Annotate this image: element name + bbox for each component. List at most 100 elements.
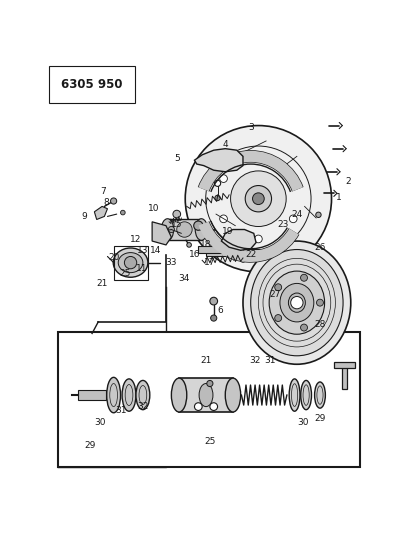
Text: 13: 13 <box>137 246 149 255</box>
Circle shape <box>215 195 220 200</box>
Ellipse shape <box>177 222 192 237</box>
Circle shape <box>111 198 117 204</box>
Circle shape <box>173 210 181 218</box>
Circle shape <box>289 175 297 182</box>
Circle shape <box>220 215 227 223</box>
Bar <box>113 246 148 280</box>
Text: 6: 6 <box>217 306 223 315</box>
Circle shape <box>207 381 213 386</box>
Text: 11: 11 <box>135 263 147 272</box>
Text: 21: 21 <box>200 356 212 365</box>
Circle shape <box>124 256 137 269</box>
Text: 32: 32 <box>137 402 149 411</box>
Text: 28: 28 <box>314 320 326 329</box>
Polygon shape <box>195 149 243 172</box>
Text: 10: 10 <box>148 204 160 213</box>
Text: 34: 34 <box>179 273 190 282</box>
Circle shape <box>275 284 282 290</box>
Text: 25: 25 <box>204 437 215 446</box>
Text: 22: 22 <box>245 251 256 260</box>
Text: 31: 31 <box>264 356 276 365</box>
Ellipse shape <box>136 381 150 410</box>
Polygon shape <box>152 222 171 245</box>
Text: 8: 8 <box>103 198 109 207</box>
Text: 29: 29 <box>85 441 96 450</box>
Text: 21: 21 <box>96 279 108 288</box>
Text: 26: 26 <box>314 243 326 252</box>
Text: 7: 7 <box>100 187 106 196</box>
Circle shape <box>316 212 321 217</box>
Circle shape <box>194 221 203 230</box>
Ellipse shape <box>171 378 187 412</box>
Text: 3: 3 <box>248 123 253 132</box>
Bar <box>334 362 355 368</box>
Polygon shape <box>222 230 256 251</box>
Ellipse shape <box>161 219 174 240</box>
Ellipse shape <box>195 219 208 240</box>
Circle shape <box>301 274 308 281</box>
Text: 30: 30 <box>297 417 309 426</box>
Ellipse shape <box>118 253 143 273</box>
Text: 18: 18 <box>200 240 212 249</box>
Ellipse shape <box>113 248 148 277</box>
Text: 6305 950: 6305 950 <box>61 78 123 91</box>
Text: 33: 33 <box>166 258 177 267</box>
Text: 12: 12 <box>129 235 141 244</box>
Circle shape <box>187 243 191 247</box>
Circle shape <box>168 227 175 232</box>
Circle shape <box>255 235 262 243</box>
Text: 25: 25 <box>120 269 131 278</box>
Text: 20: 20 <box>108 254 119 262</box>
Circle shape <box>210 403 217 410</box>
Text: 15: 15 <box>171 220 182 229</box>
Circle shape <box>215 180 221 187</box>
Ellipse shape <box>288 293 305 312</box>
Text: 17: 17 <box>204 258 215 267</box>
Circle shape <box>120 210 125 215</box>
Circle shape <box>231 171 286 227</box>
Ellipse shape <box>269 271 325 334</box>
Circle shape <box>210 297 217 305</box>
Text: 9: 9 <box>82 212 87 221</box>
Circle shape <box>289 215 297 223</box>
Circle shape <box>185 126 332 272</box>
Text: 19: 19 <box>222 227 233 236</box>
Text: 27: 27 <box>270 290 281 300</box>
Ellipse shape <box>225 378 241 412</box>
Circle shape <box>195 403 202 410</box>
Text: 4: 4 <box>222 140 228 149</box>
Text: 31: 31 <box>115 406 127 415</box>
Text: 5: 5 <box>174 154 180 163</box>
Circle shape <box>220 175 227 182</box>
Circle shape <box>275 314 282 321</box>
Circle shape <box>272 256 277 262</box>
Circle shape <box>211 315 217 321</box>
Ellipse shape <box>289 379 300 411</box>
Ellipse shape <box>243 241 351 364</box>
Polygon shape <box>94 206 107 220</box>
Circle shape <box>317 299 324 306</box>
Ellipse shape <box>280 284 314 322</box>
Bar <box>206 249 260 256</box>
Bar <box>342 367 347 389</box>
Circle shape <box>245 185 272 212</box>
Bar <box>179 378 233 412</box>
Ellipse shape <box>122 379 136 411</box>
Ellipse shape <box>106 377 120 413</box>
Bar <box>58 332 360 467</box>
Text: 23: 23 <box>277 220 289 229</box>
Text: 30: 30 <box>94 417 106 426</box>
Circle shape <box>240 242 246 248</box>
Circle shape <box>228 248 237 257</box>
Circle shape <box>301 324 308 331</box>
Bar <box>168 219 202 240</box>
Ellipse shape <box>199 384 213 407</box>
Circle shape <box>253 193 264 205</box>
Bar <box>198 246 248 253</box>
Circle shape <box>212 240 217 245</box>
Text: 24: 24 <box>291 209 302 219</box>
Ellipse shape <box>315 382 325 408</box>
Circle shape <box>255 155 262 163</box>
Text: 2: 2 <box>346 176 351 185</box>
Text: 32: 32 <box>249 356 260 365</box>
